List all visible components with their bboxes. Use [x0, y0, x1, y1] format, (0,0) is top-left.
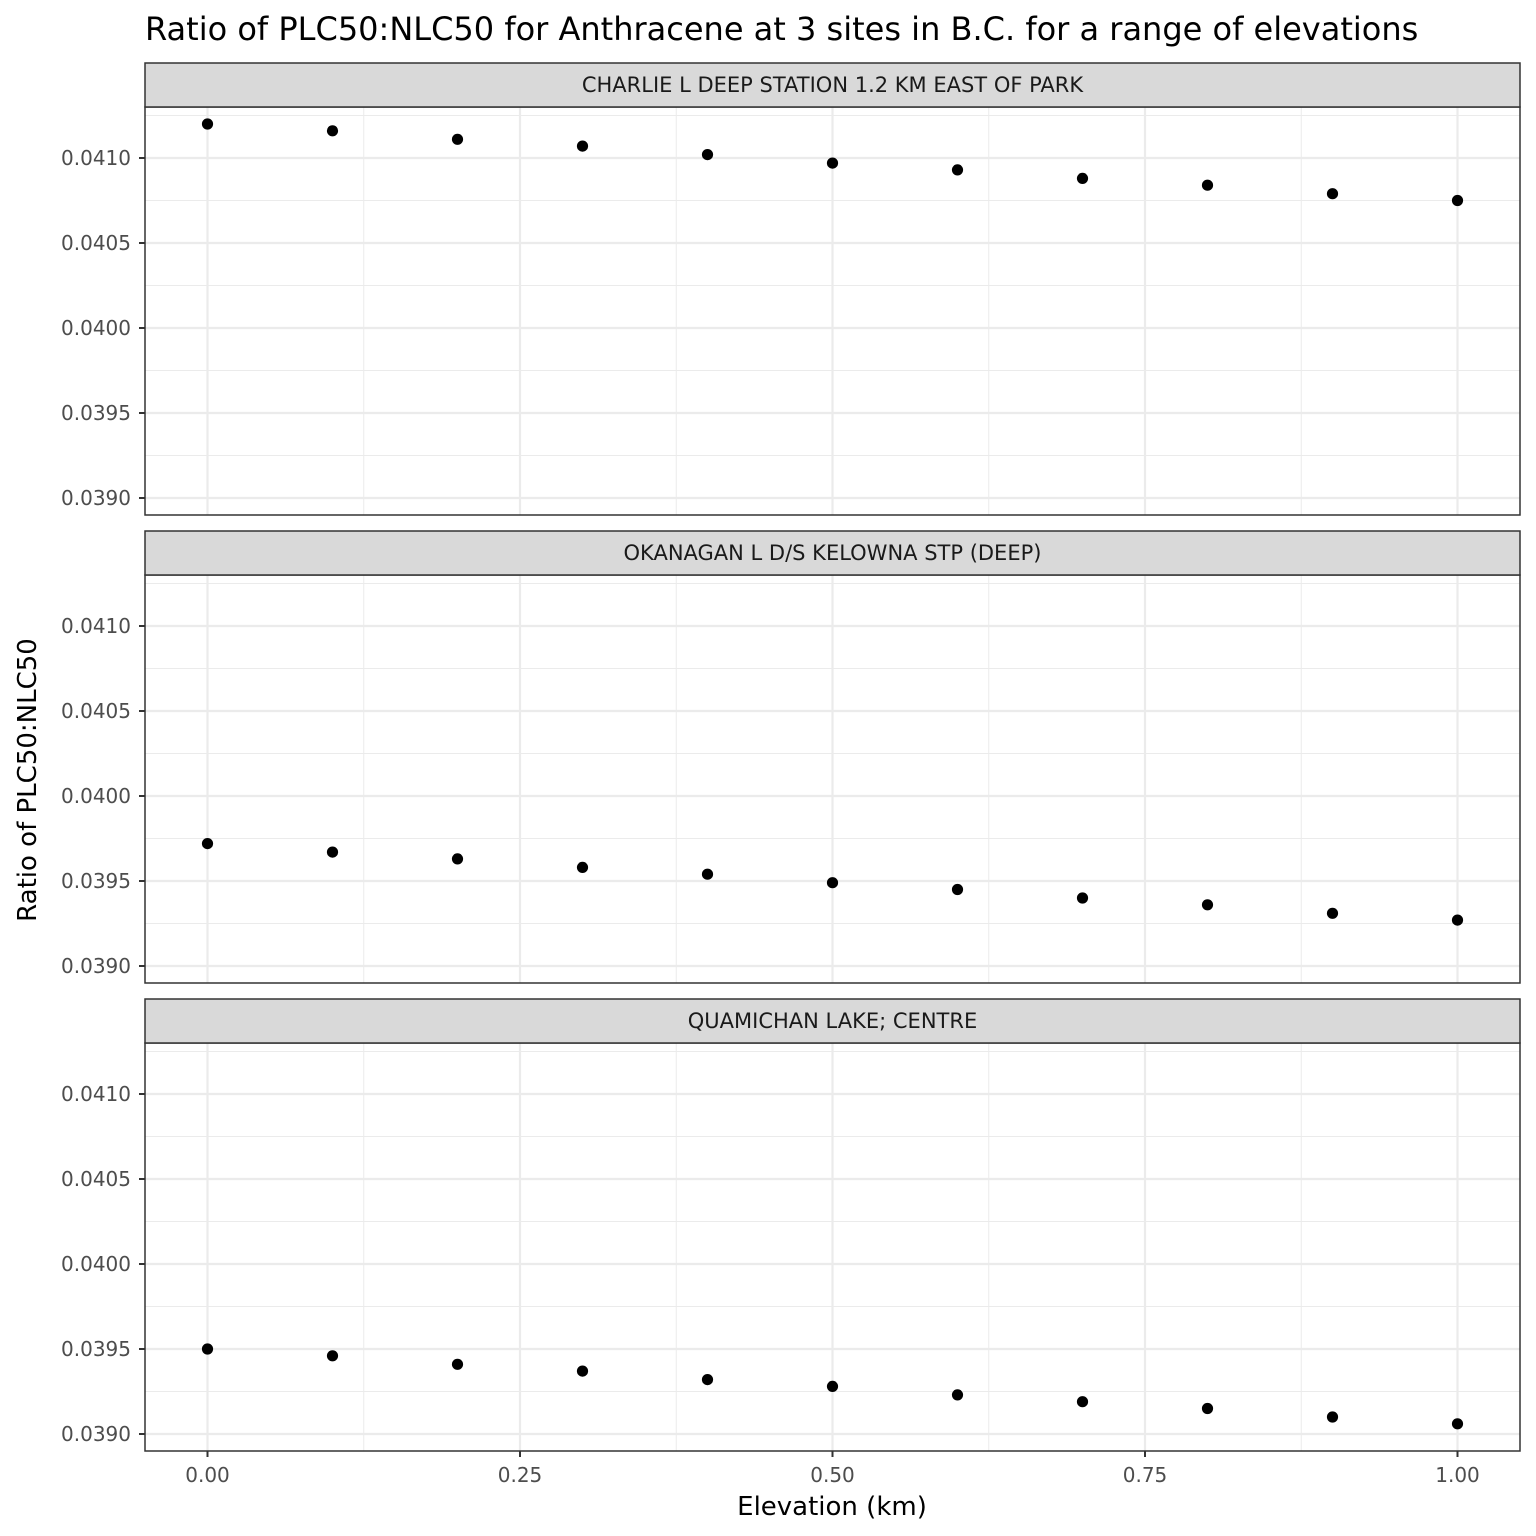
y-tick-label: 0.0390 — [61, 486, 131, 510]
data-point — [201, 1343, 214, 1355]
data-point — [1201, 899, 1214, 911]
x-tick-label: 0.50 — [810, 1463, 855, 1487]
y-tick-label: 0.0390 — [61, 1422, 131, 1446]
x-tick-label: 0.75 — [1123, 1463, 1168, 1487]
data-point — [1451, 194, 1464, 207]
data-point — [701, 868, 714, 880]
data-point — [701, 149, 714, 161]
data-point — [326, 1350, 339, 1362]
panel-strip — [144, 62, 1521, 108]
data-point — [201, 838, 214, 850]
y-tick-label: 0.0410 — [61, 146, 131, 170]
data-point — [1076, 892, 1089, 904]
data-point — [576, 861, 589, 874]
x-tick-label: 1.00 — [1435, 1463, 1480, 1487]
panel-2: 0.0390 0.0395 0.0400 0.0405 0.0410 OKANAGAN L… — [61, 530, 1521, 984]
panel-1: 0.0390 0.0395 0.0400 0.0405 0.0410 CHARLIE L … — [61, 62, 1521, 516]
chart-title: Ratio of PLC50:NLC50 for Anthracene at 3… — [145, 10, 1418, 48]
data-point — [201, 118, 214, 130]
data-point — [1326, 907, 1339, 919]
data-point — [326, 125, 339, 137]
data-point — [1201, 179, 1214, 191]
data-point — [701, 1374, 714, 1386]
data-point — [1451, 1418, 1464, 1430]
panel-3: 0.0390 0.0395 0.0400 0.0405 0.0410 QUAMICHAN … — [61, 998, 1521, 1452]
panel-strip-label: OKANAGAN L D/S KELOWNA STP (DEEP) — [624, 541, 1042, 565]
data-point — [826, 877, 839, 889]
x-tick-label: 0.00 — [185, 1463, 230, 1487]
data-point — [451, 133, 464, 145]
data-point — [1076, 1396, 1089, 1408]
y-tick-label: 0.0395 — [61, 401, 131, 425]
data-point — [951, 1389, 964, 1401]
x-axis-title: Elevation (km) — [737, 1492, 927, 1522]
data-point — [576, 1365, 589, 1377]
panel-strip — [144, 998, 1521, 1044]
panel-strip — [144, 530, 1521, 576]
data-point — [576, 140, 589, 152]
data-point — [826, 1380, 839, 1392]
x-tick-label: 0.25 — [498, 1463, 543, 1487]
data-point — [951, 164, 964, 176]
y-tick-label: 0.0410 — [61, 614, 131, 638]
panel-strip-label: CHARLIE L DEEP STATION 1.2 KM EAST OF PA… — [582, 73, 1085, 97]
panel-strip-label: QUAMICHAN LAKE; CENTRE — [688, 1009, 977, 1033]
data-point — [1201, 1402, 1214, 1415]
data-point — [1451, 914, 1464, 926]
y-tick-label: 0.0405 — [61, 699, 131, 723]
data-point — [451, 1358, 464, 1370]
data-point — [1076, 172, 1089, 184]
panels: 0.0390 0.0395 0.0400 0.0405 0.0410 CHARLIE L … — [61, 62, 1521, 1452]
y-tick-label: 0.0410 — [61, 1082, 131, 1106]
data-point — [326, 846, 339, 858]
data-point — [951, 883, 964, 896]
y-tick-label: 0.0390 — [61, 954, 131, 978]
y-tick-label: 0.0395 — [61, 1337, 131, 1361]
y-tick-label: 0.0405 — [61, 1167, 131, 1191]
y-tick-label: 0.0400 — [61, 316, 131, 340]
data-point — [1326, 188, 1339, 200]
data-point — [1326, 1411, 1339, 1423]
y-axis-title: Ratio of PLC50:NLC50 — [13, 638, 43, 922]
x-axis: 0.00 0.25 0.50 0.75 1.00 — [185, 1451, 1480, 1487]
y-tick-label: 0.0400 — [61, 784, 131, 808]
y-tick-label: 0.0400 — [61, 1252, 131, 1276]
data-point — [826, 157, 839, 169]
data-point — [451, 853, 464, 865]
y-tick-label: 0.0395 — [61, 869, 131, 893]
y-tick-label: 0.0405 — [61, 231, 131, 255]
